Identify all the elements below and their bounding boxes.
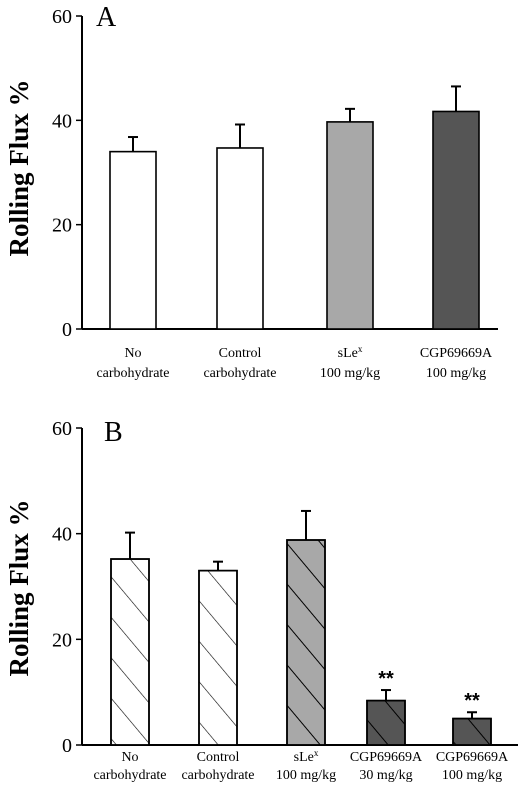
y-tick-label: 40 <box>52 110 72 132</box>
error-bar <box>301 509 311 541</box>
y-tick-label: 0 <box>62 735 72 757</box>
x-tick-label: 100 mg/kg <box>442 768 502 783</box>
panel-b: Rolling Flux % B 0 20 40 60 No carbohydrate C… <box>4 417 518 783</box>
error-bar <box>467 711 477 719</box>
bar <box>326 121 374 330</box>
y-tick-label: 20 <box>52 629 72 651</box>
error-bar <box>451 85 461 112</box>
y-axis-label: Rolling Flux % <box>4 499 34 676</box>
x-tick-label: No <box>124 346 141 361</box>
error-bar <box>128 136 138 152</box>
bar-hatching <box>198 569 238 746</box>
x-tick-label: carbohydrate <box>93 768 166 783</box>
x-tick-label: 30 mg/kg <box>359 768 412 783</box>
bar <box>432 110 480 330</box>
y-axis-label: Rolling Flux % <box>4 79 34 256</box>
panel-letter: A <box>96 2 117 33</box>
x-tick-label: 100 mg/kg <box>320 366 380 381</box>
x-tick-label: carbohydrate <box>96 366 169 381</box>
error-bar <box>125 531 135 560</box>
bar <box>109 150 157 330</box>
x-tick-label: sLex <box>338 344 363 361</box>
significance-marker: ** <box>378 668 394 690</box>
y-tick-label: 40 <box>52 524 72 546</box>
x-tick-label: carbohydrate <box>203 366 276 381</box>
x-tick-label: carbohydrate <box>181 768 254 783</box>
bar-hatching <box>286 539 326 746</box>
y-tick-label: 20 <box>52 215 72 237</box>
bar-hatching <box>452 717 492 746</box>
error-bar <box>381 689 391 701</box>
y-tick-label: 60 <box>52 6 72 28</box>
panel-a: Rolling Flux % A 0 20 40 60 No carbohydrate C… <box>4 2 498 381</box>
x-tick-label: CGP69669A <box>350 750 423 765</box>
significance-marker: ** <box>464 690 480 712</box>
y-tick-label: 60 <box>52 418 72 440</box>
y-tick-label: 0 <box>62 319 72 341</box>
x-tick-label: sLex <box>294 748 319 765</box>
x-tick-label: Control <box>197 750 240 765</box>
x-tick-label: 100 mg/kg <box>426 366 486 381</box>
error-bar <box>213 560 223 571</box>
x-tick-label: Control <box>219 346 262 361</box>
bar-hatching <box>110 558 150 746</box>
error-bar <box>345 107 355 122</box>
panel-letter: B <box>104 417 123 448</box>
bar <box>216 147 264 330</box>
x-tick-label: 100 mg/kg <box>276 768 336 783</box>
bar-hatching <box>366 699 406 746</box>
error-bar <box>235 123 245 148</box>
x-tick-label: CGP69669A <box>420 346 493 361</box>
x-tick-label: No <box>121 750 138 765</box>
x-tick-label: CGP69669A <box>436 750 509 765</box>
